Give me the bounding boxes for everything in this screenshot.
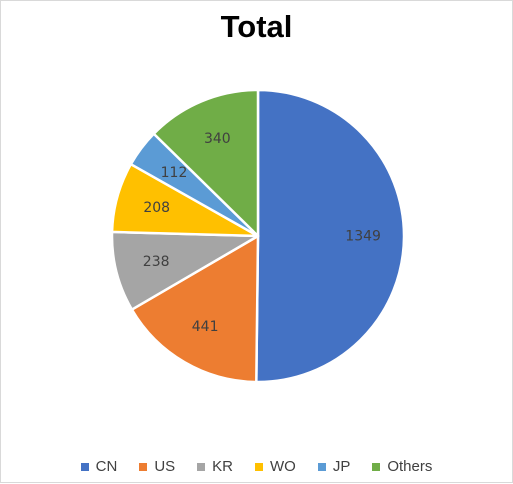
data-label-wo: 208: [143, 200, 170, 216]
legend-label: KR: [212, 458, 233, 475]
legend-label: JP: [332, 458, 351, 475]
legend-swatch: [197, 462, 206, 471]
legend-swatch: [372, 462, 381, 471]
data-label-others: 340: [204, 131, 231, 147]
data-label-kr: 238: [143, 254, 170, 270]
legend-swatch: [80, 462, 89, 471]
legend-item-others: Others: [372, 458, 432, 475]
pie-slice-kr: [110, 230, 260, 311]
legend: CN US KR WO JP Others: [1, 458, 512, 475]
legend-item-kr: KR: [197, 458, 233, 475]
legend-item-jp: JP: [317, 458, 351, 475]
chart-title: Total: [220, 9, 293, 44]
legend-label: US: [154, 458, 176, 475]
data-label-cn: 1349: [345, 229, 381, 245]
legend-item-wo: WO: [255, 458, 296, 475]
data-label-us: 441: [192, 319, 219, 335]
pie-slice-us: [130, 234, 260, 384]
pie-slice-others: [152, 88, 260, 238]
legend-swatch: [255, 462, 263, 471]
legend-item-cn: CN: [80, 458, 118, 475]
legend-item-us: US: [139, 458, 175, 475]
legend-label: Others: [387, 458, 433, 475]
legend-swatch: [139, 462, 148, 471]
pie-slice-cn: [255, 88, 406, 384]
legend-label: CN: [95, 458, 118, 475]
legend-swatch: [317, 462, 326, 471]
legend-label: WO: [270, 458, 296, 475]
data-label-jp: 112: [161, 165, 188, 181]
